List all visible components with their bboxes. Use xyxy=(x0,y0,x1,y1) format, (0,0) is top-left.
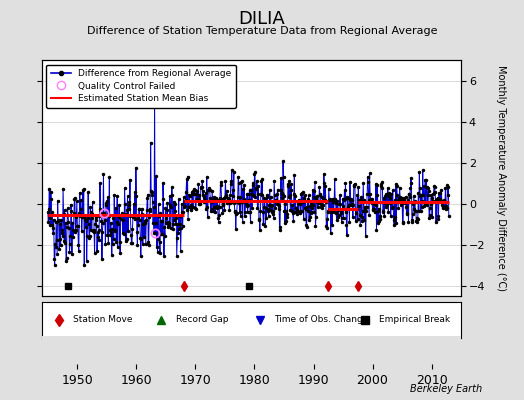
Text: Difference of Station Temperature Data from Regional Average: Difference of Station Temperature Data f… xyxy=(87,26,437,36)
Text: Record Gap: Record Gap xyxy=(176,316,228,324)
Text: Station Move: Station Move xyxy=(73,316,133,324)
Text: Berkeley Earth: Berkeley Earth xyxy=(410,384,482,394)
Legend: Difference from Regional Average, Quality Control Failed, Estimated Station Mean: Difference from Regional Average, Qualit… xyxy=(47,64,236,108)
Y-axis label: Monthly Temperature Anomaly Difference (°C): Monthly Temperature Anomaly Difference (… xyxy=(496,65,506,291)
Text: DILIA: DILIA xyxy=(238,10,286,28)
Text: Empirical Break: Empirical Break xyxy=(379,316,451,324)
Text: Time of Obs. Change: Time of Obs. Change xyxy=(275,316,369,324)
